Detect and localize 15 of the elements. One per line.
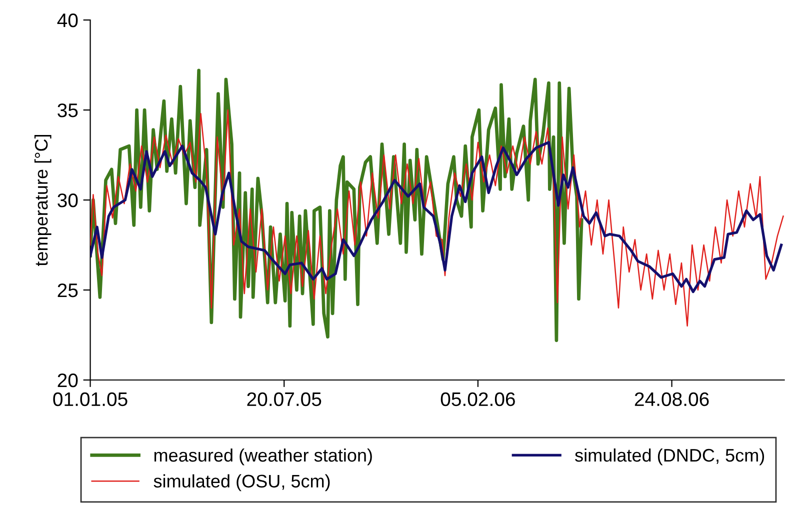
- y-tick-label: 40: [57, 13, 78, 28]
- line-series: [90, 109, 784, 327]
- y-axis-title: temperature [°C]: [34, 134, 52, 266]
- line-series: [90, 141, 783, 294]
- x-tick-label: 05.02.06: [440, 392, 515, 406]
- x-tick-label: 24.08.06: [634, 392, 709, 406]
- legend-label: simulated (DNDC, 5cm): [575, 448, 764, 466]
- legend-label: simulated (OSU, 5cm): [154, 474, 330, 492]
- x-tick-label: 01.01.05: [53, 392, 128, 406]
- y-tick-label: 30: [58, 193, 78, 208]
- y-tick-label: 20: [58, 373, 78, 388]
- y-tick-label: 25: [58, 283, 78, 298]
- y-tick-label: 35: [58, 103, 78, 118]
- legend-label: measured (weather station): [154, 448, 372, 466]
- x-tick-label: 20.07.05: [247, 392, 322, 406]
